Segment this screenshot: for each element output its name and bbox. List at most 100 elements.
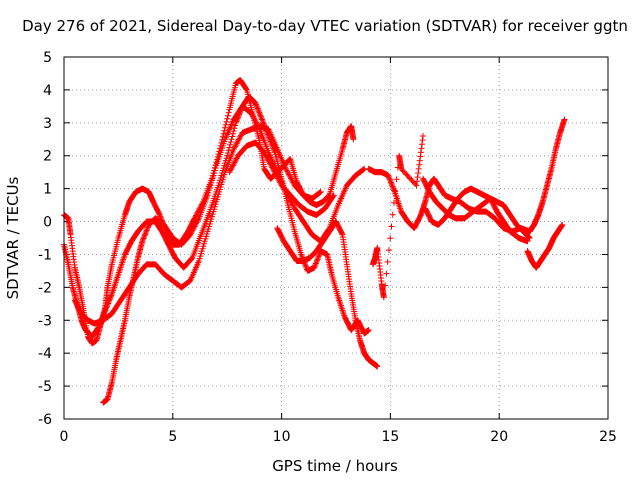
data-point — [228, 136, 235, 143]
data-point — [392, 188, 399, 195]
data-point — [285, 171, 292, 178]
data-point — [105, 300, 112, 307]
data-point — [272, 170, 279, 177]
data-point — [385, 173, 392, 180]
data-point — [231, 159, 238, 166]
data-point — [252, 100, 259, 107]
data-point — [317, 189, 324, 196]
data-point — [414, 178, 421, 185]
data-point — [232, 158, 239, 165]
data-point — [417, 153, 424, 160]
data-point — [266, 159, 273, 166]
data-point — [230, 128, 237, 135]
data-point — [156, 211, 163, 218]
data-point — [253, 102, 260, 109]
data-point — [224, 115, 231, 122]
data-point — [195, 216, 202, 223]
data-point — [256, 111, 263, 118]
data-point — [248, 111, 255, 118]
data-point — [382, 282, 389, 289]
y-tick-label: -5 — [38, 379, 52, 395]
data-point — [400, 168, 407, 175]
data-point — [410, 179, 417, 186]
data-point — [193, 219, 200, 226]
data-point — [393, 176, 400, 183]
data-point — [403, 171, 410, 178]
data-point — [350, 136, 357, 143]
x-tick-label: 10 — [273, 429, 291, 445]
data-point — [317, 188, 324, 195]
y-tick-label: -2 — [38, 280, 52, 296]
x-tick-label: 15 — [381, 429, 399, 445]
data-point — [259, 116, 266, 123]
data-point — [232, 142, 239, 149]
data-point — [405, 174, 412, 181]
data-point — [391, 187, 398, 194]
data-point — [389, 182, 396, 189]
data-point — [524, 238, 531, 245]
data-point — [303, 263, 310, 270]
data-point — [230, 130, 237, 137]
data-point — [259, 117, 266, 124]
series-track-4 — [100, 103, 368, 406]
data-point — [226, 169, 233, 176]
data-point — [414, 174, 421, 181]
data-point — [384, 258, 391, 265]
data-point — [253, 119, 260, 126]
data-point — [227, 141, 234, 148]
data-point — [187, 230, 194, 237]
data-point — [234, 139, 241, 146]
data-point — [415, 165, 422, 172]
data-point — [298, 251, 305, 258]
data-point — [315, 255, 322, 262]
data-point — [224, 112, 231, 119]
data-point — [189, 227, 196, 234]
data-point — [360, 166, 367, 173]
y-tick-label: 3 — [43, 116, 52, 132]
data-point — [229, 133, 236, 140]
data-point — [249, 112, 256, 119]
data-point — [416, 161, 423, 168]
data-point — [223, 118, 230, 125]
data-point — [253, 101, 260, 108]
data-point — [231, 144, 238, 151]
data-point — [192, 222, 199, 229]
data-point — [275, 176, 282, 183]
series-track-3 — [71, 123, 324, 327]
data-point — [255, 106, 262, 113]
data-point — [386, 176, 393, 183]
data-point — [290, 202, 297, 209]
data-point — [269, 165, 276, 172]
data-point — [268, 163, 275, 170]
data-point — [144, 224, 151, 231]
data-point — [256, 125, 263, 132]
data-point — [255, 123, 262, 130]
data-point — [107, 293, 114, 300]
data-point — [193, 212, 200, 219]
data-point — [102, 306, 109, 313]
data-point — [526, 235, 533, 241]
data-point — [284, 168, 291, 175]
data-point — [272, 171, 279, 178]
data-point — [264, 154, 271, 161]
data-point — [417, 149, 424, 156]
data-point — [312, 261, 319, 268]
data-point — [102, 307, 109, 314]
data-point — [270, 167, 277, 174]
data-point — [559, 221, 566, 228]
data-point — [261, 149, 268, 156]
x-tick-label: 25 — [599, 429, 617, 445]
data-point — [255, 108, 262, 115]
data-point — [144, 225, 151, 232]
data-point — [143, 228, 150, 235]
data-point — [262, 152, 269, 159]
y-tick-labels: -6 -5 -4 -3 -2 -1 0 1 2 3 4 5 — [38, 50, 52, 428]
data-point — [233, 140, 240, 147]
data-point — [282, 165, 289, 172]
y-tick-label: 5 — [43, 50, 52, 66]
data-point — [311, 264, 318, 271]
data-point — [187, 231, 194, 238]
data-point — [398, 165, 405, 172]
data-point — [103, 303, 110, 310]
